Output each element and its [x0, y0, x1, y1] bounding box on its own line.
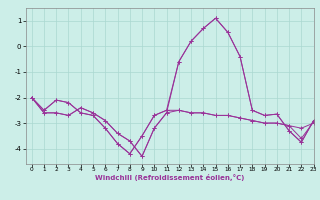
X-axis label: Windchill (Refroidissement éolien,°C): Windchill (Refroidissement éolien,°C): [95, 174, 244, 181]
